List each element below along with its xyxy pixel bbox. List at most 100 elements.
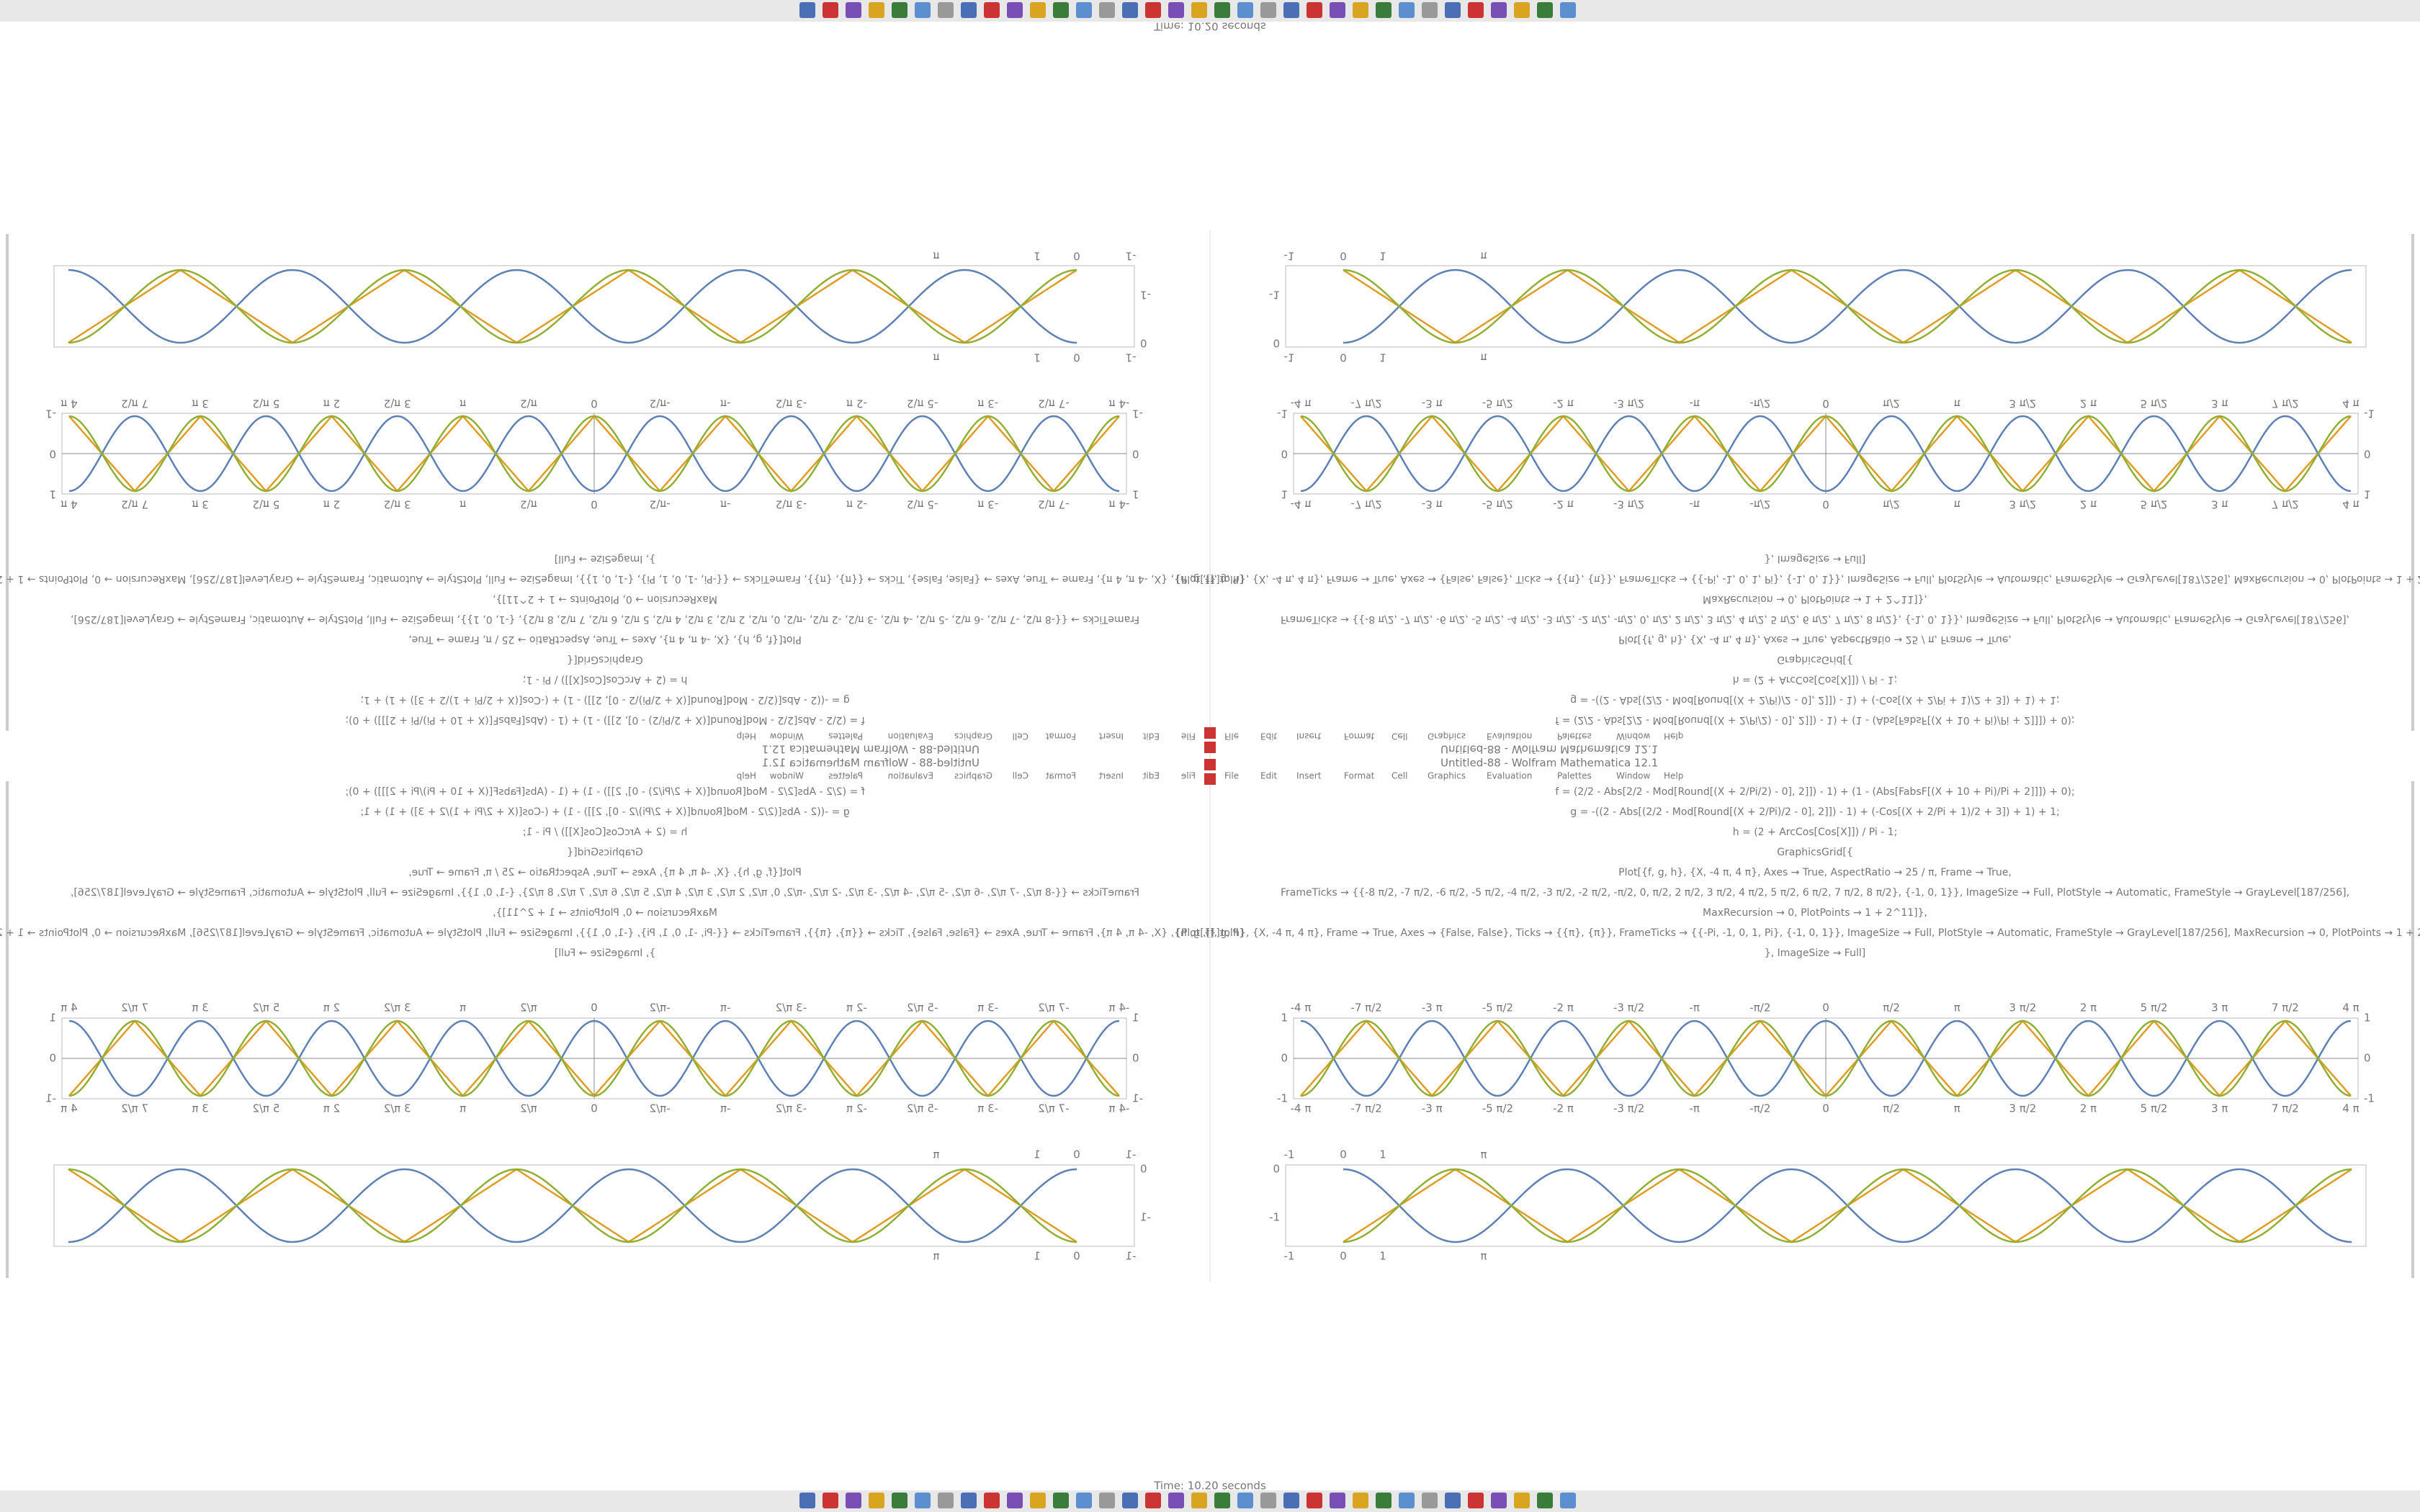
taskbar-icon[interactable] <box>1399 1493 1415 1508</box>
menu-item[interactable]: Palettes <box>1557 771 1592 781</box>
taskbar-icon[interactable] <box>1514 2 1530 18</box>
taskbar-icon[interactable] <box>1283 2 1299 18</box>
taskbar-icon[interactable] <box>1145 1493 1161 1508</box>
taskbar-icon[interactable] <box>1053 2 1069 18</box>
toolbar-button[interactable] <box>1204 773 1216 785</box>
taskbar-icon[interactable] <box>869 1493 884 1508</box>
taskbar-icon[interactable] <box>1330 2 1345 18</box>
menu-item[interactable]: Window <box>770 732 805 742</box>
toolbar-button[interactable] <box>1204 742 1216 753</box>
menu-item[interactable]: Insert <box>1296 771 1322 781</box>
menu-item[interactable]: Cell <box>1013 732 1028 742</box>
taskbar-icon[interactable] <box>799 1493 815 1508</box>
taskbar-icon[interactable] <box>1168 2 1184 18</box>
menu-item[interactable]: Palettes <box>828 771 863 781</box>
taskbar-icon[interactable] <box>1145 2 1161 18</box>
taskbar-icon[interactable] <box>1191 1493 1207 1508</box>
taskbar-icon[interactable] <box>1422 1493 1438 1508</box>
taskbar-icon[interactable] <box>1468 1493 1484 1508</box>
menu-item[interactable]: Help <box>1664 732 1683 742</box>
menu-item[interactable]: Help <box>1664 771 1683 781</box>
taskbar-icon[interactable] <box>1260 1493 1276 1508</box>
menu-item[interactable]: Window <box>1616 732 1651 742</box>
menu-item[interactable]: Graphics <box>1428 732 1466 742</box>
menu-item[interactable]: Insert <box>1098 771 1124 781</box>
taskbar-icon[interactable] <box>1422 2 1438 18</box>
menu-item[interactable]: Insert <box>1296 732 1322 742</box>
taskbar-icon[interactable] <box>1537 2 1553 18</box>
menu-item[interactable]: Format <box>1344 732 1375 742</box>
toolbar-button[interactable] <box>1204 727 1216 739</box>
menu-item[interactable]: Graphics <box>1428 771 1466 781</box>
taskbar-icon[interactable] <box>1237 2 1253 18</box>
taskbar-icon[interactable] <box>1376 2 1392 18</box>
taskbar-icon[interactable] <box>846 1493 861 1508</box>
taskbar-icon[interactable] <box>1099 1493 1115 1508</box>
taskbar-icon[interactable] <box>1053 1493 1069 1508</box>
taskbar-icon[interactable] <box>1353 1493 1368 1508</box>
taskbar-icon[interactable] <box>1491 2 1507 18</box>
taskbar-icon[interactable] <box>1237 1493 1253 1508</box>
taskbar-icon[interactable] <box>1191 2 1207 18</box>
taskbar-icon[interactable] <box>1030 1493 1046 1508</box>
menu-item[interactable]: File <box>1224 732 1239 742</box>
menu-item[interactable]: Help <box>737 732 756 742</box>
taskbar-icon[interactable] <box>1445 2 1461 18</box>
taskbar-icon[interactable] <box>1076 1493 1092 1508</box>
taskbar-icon[interactable] <box>915 2 931 18</box>
taskbar-icon[interactable] <box>961 2 977 18</box>
menu-item[interactable]: File <box>1181 732 1196 742</box>
taskbar-icon[interactable] <box>1491 1493 1507 1508</box>
taskbar-icon[interactable] <box>1399 2 1415 18</box>
menu-item[interactable]: Edit <box>1260 732 1278 742</box>
menu-item[interactable]: Edit <box>1142 732 1160 742</box>
taskbar-icon[interactable] <box>1030 2 1046 18</box>
menu-item[interactable]: Edit <box>1142 771 1160 781</box>
menu-item[interactable]: Cell <box>1013 771 1028 781</box>
taskbar-icon[interactable] <box>1076 2 1092 18</box>
taskbar-icon[interactable] <box>938 1493 954 1508</box>
taskbar-icon[interactable] <box>1214 2 1230 18</box>
toolbar-button[interactable] <box>1204 759 1216 770</box>
taskbar-icon[interactable] <box>1560 1493 1576 1508</box>
menu-item[interactable]: Help <box>737 771 756 781</box>
menu-item[interactable]: Format <box>1045 732 1076 742</box>
menu-item[interactable]: File <box>1181 771 1196 781</box>
taskbar-icon[interactable] <box>1330 1493 1345 1508</box>
taskbar-icon[interactable] <box>1007 2 1023 18</box>
menu-item[interactable]: Edit <box>1260 771 1278 781</box>
taskbar-icon[interactable] <box>915 1493 931 1508</box>
taskbar-icon[interactable] <box>892 2 908 18</box>
taskbar-icon[interactable] <box>938 2 954 18</box>
taskbar-icon[interactable] <box>1514 1493 1530 1508</box>
taskbar-icon[interactable] <box>1214 1493 1230 1508</box>
taskbar-icon[interactable] <box>799 2 815 18</box>
taskbar-icon[interactable] <box>1283 1493 1299 1508</box>
taskbar-icon[interactable] <box>1122 1493 1138 1508</box>
menu-item[interactable]: Window <box>770 771 805 781</box>
menu-item[interactable]: Evaluation <box>1487 771 1532 781</box>
taskbar-icon[interactable] <box>1307 1493 1322 1508</box>
taskbar-icon[interactable] <box>823 2 838 18</box>
taskbar-icon[interactable] <box>1122 2 1138 18</box>
taskbar-icon[interactable] <box>1537 1493 1553 1508</box>
menu-item[interactable]: Format <box>1045 771 1076 781</box>
menu-item[interactable]: Evaluation <box>888 732 933 742</box>
menu-item[interactable]: Cell <box>1392 732 1407 742</box>
menu-item[interactable]: Evaluation <box>888 771 933 781</box>
menu-item[interactable]: Insert <box>1098 732 1124 742</box>
menu-item[interactable]: Window <box>1616 771 1651 781</box>
taskbar-icon[interactable] <box>1168 1493 1184 1508</box>
taskbar-icon[interactable] <box>1099 2 1115 18</box>
taskbar-icon[interactable] <box>846 2 861 18</box>
taskbar-icon[interactable] <box>1353 2 1368 18</box>
taskbar-icon[interactable] <box>961 1493 977 1508</box>
menu-item[interactable]: Palettes <box>1557 732 1592 742</box>
menu-item[interactable]: File <box>1224 771 1239 781</box>
menu-item[interactable]: Graphics <box>954 771 992 781</box>
taskbar-icon[interactable] <box>1260 2 1276 18</box>
taskbar-icon[interactable] <box>1468 2 1484 18</box>
taskbar-icon[interactable] <box>1376 1493 1392 1508</box>
taskbar-icon[interactable] <box>1307 2 1322 18</box>
menu-item[interactable]: Palettes <box>828 732 863 742</box>
